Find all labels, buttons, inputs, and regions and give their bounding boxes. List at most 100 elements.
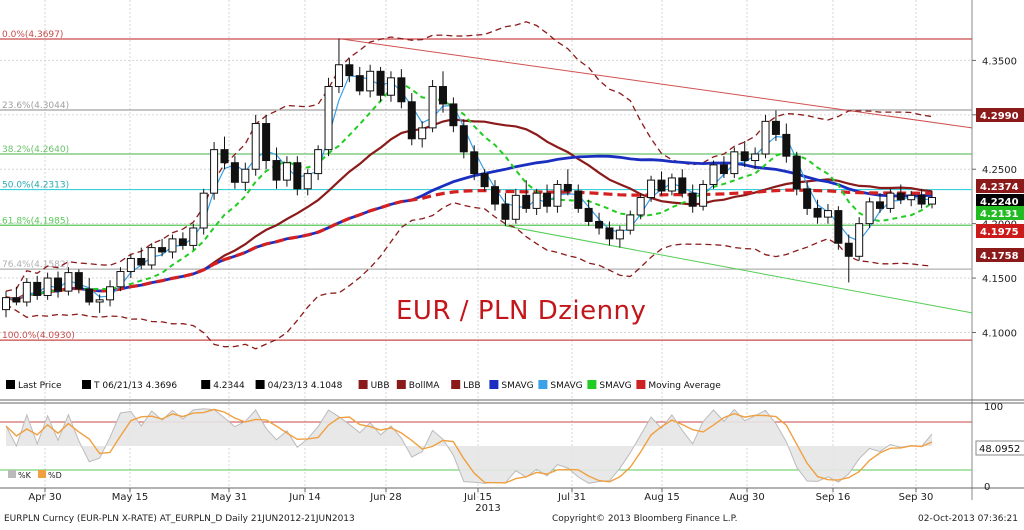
candle-body xyxy=(407,101,416,140)
candle-body xyxy=(210,149,219,194)
chart-title: EUR / PLN Dzienny xyxy=(396,296,647,326)
candle-body xyxy=(272,160,281,181)
upper-bollinger-band xyxy=(5,21,933,292)
resistance-trendline xyxy=(338,38,973,129)
candle-body xyxy=(584,207,593,222)
legend-swatch xyxy=(358,380,368,389)
candle-body xyxy=(636,197,645,216)
fib-level-label: 50.0%(4.2313) xyxy=(2,181,69,191)
candle-body xyxy=(262,123,271,162)
candle-body xyxy=(615,229,624,240)
fib-level-label: 100.0%(4.0930) xyxy=(2,331,75,341)
y-tick-label: 4.2500 xyxy=(982,165,1017,176)
price-tag-label: 4.1975 xyxy=(980,227,1019,238)
y-tick-label: 4.1000 xyxy=(982,328,1017,339)
candle-body xyxy=(896,192,905,201)
price-tag-label: 4.2240 xyxy=(980,197,1019,208)
candle-body xyxy=(823,210,832,218)
candle-body xyxy=(907,194,916,201)
osc-legend-label: %K xyxy=(18,471,32,480)
candle-body xyxy=(657,179,666,192)
legend-swatch xyxy=(201,380,211,389)
candle-body xyxy=(855,223,864,257)
candle-body xyxy=(928,197,936,205)
legend-swatch xyxy=(255,380,265,389)
support-trendline xyxy=(505,225,973,314)
legend-label: Last Price xyxy=(18,381,62,391)
candle-body xyxy=(220,149,229,164)
candle-body xyxy=(886,192,895,209)
candle-body xyxy=(397,77,406,103)
candle-body xyxy=(480,173,489,188)
candle-body xyxy=(917,194,926,205)
candle-body xyxy=(345,64,354,77)
candle-body xyxy=(251,123,260,170)
candle-body xyxy=(106,286,115,301)
candle-body xyxy=(95,299,104,303)
candle-body xyxy=(709,164,718,185)
candle-body xyxy=(875,201,884,209)
candle-body xyxy=(761,120,770,155)
osc-y-tick-label: 0 xyxy=(984,482,990,493)
legend-label: SMAVG xyxy=(501,381,533,391)
footer-security: EURPLN Curncy (EUR-PLN X-RATE) AT_EURPLN… xyxy=(4,514,355,524)
candle-body xyxy=(54,277,63,292)
candle-body xyxy=(501,203,510,220)
candle-body xyxy=(844,242,853,257)
osc-legend-swatch xyxy=(8,470,16,478)
x-tick-label: Sep 16 xyxy=(816,492,851,503)
chart-legend: Last Price T 06/21/13 4.3696 4.2344 04/23/1… xyxy=(6,380,721,391)
price-tag-box xyxy=(976,179,1024,193)
candle-body xyxy=(126,257,135,273)
candle-body xyxy=(230,162,239,183)
legend-label: Moving Average xyxy=(648,381,721,391)
moving-average-red-line xyxy=(5,188,932,302)
candle-body xyxy=(64,272,73,292)
price-tag-box xyxy=(976,206,1024,220)
price-tag-box xyxy=(976,194,1024,208)
candle-body xyxy=(418,127,427,140)
x-tick-label: Jul 31 xyxy=(557,492,586,503)
candle-body xyxy=(12,297,21,303)
legend-label: BollMA xyxy=(409,381,440,391)
candle-body xyxy=(282,162,291,181)
candle-body xyxy=(751,153,760,162)
legend-swatch xyxy=(82,380,91,389)
footer-timestamp: 02-Oct-2013 07:36:21 xyxy=(918,514,1018,524)
x-tick-label: May 31 xyxy=(211,492,248,503)
candle-body xyxy=(595,220,604,229)
candle-body xyxy=(532,192,541,209)
candle-body xyxy=(314,149,323,175)
candle-body xyxy=(522,194,531,209)
candle-body xyxy=(782,133,791,157)
sma-green-line xyxy=(5,81,933,301)
candle-body xyxy=(189,227,198,246)
candle-body xyxy=(699,183,708,207)
fibonacci-levels: 0.0%(4.3697) 23.6%(4.3044) 38.2%(4.2640) 50… xyxy=(0,30,972,341)
x-year-label: 2013 xyxy=(475,503,500,514)
osc-legend-swatch xyxy=(38,470,46,478)
candle-body xyxy=(459,125,468,153)
legend-swatch xyxy=(451,380,461,389)
candle-body xyxy=(771,120,780,135)
candle-body xyxy=(241,168,250,183)
candle-body xyxy=(730,151,739,175)
x-tick-label: Aug 15 xyxy=(644,492,679,503)
legend-swatch xyxy=(636,380,646,389)
price-tag-label: 4.1758 xyxy=(980,251,1019,262)
candle-body xyxy=(43,277,52,296)
candle-body xyxy=(678,177,687,194)
candle-body xyxy=(688,192,697,207)
osc-y-tick-label: 100 xyxy=(984,402,1003,413)
candle-body xyxy=(355,75,364,92)
candle-body xyxy=(491,186,500,205)
x-tick-label: Jun 14 xyxy=(288,492,321,503)
legend-swatch xyxy=(396,380,406,389)
price-tag-label: 4.2990 xyxy=(980,111,1019,122)
candle-body xyxy=(324,86,333,151)
candle-body xyxy=(667,177,676,192)
oscillator-panel: 05010048.0952%K%D xyxy=(0,402,1024,493)
fib-level-label: 61.8%(4.1985) xyxy=(2,216,69,226)
candle-body xyxy=(563,183,572,192)
